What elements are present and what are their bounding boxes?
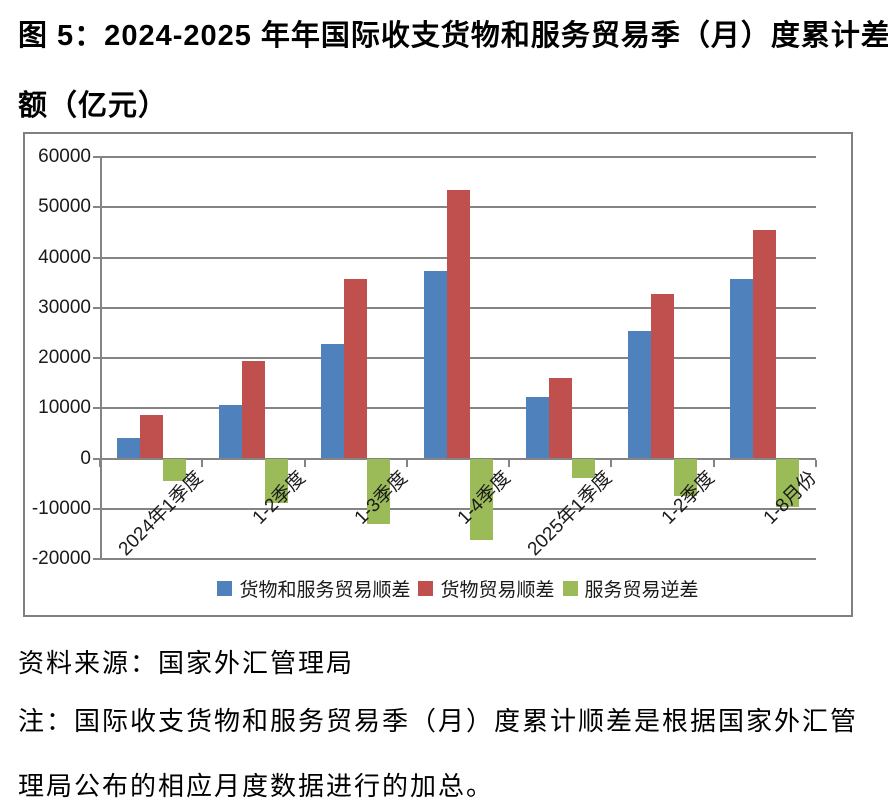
y-axis-label: 30000 bbox=[38, 296, 91, 318]
bar-goods-services-surplus bbox=[116, 437, 140, 459]
x-axis-tick bbox=[508, 459, 511, 467]
legend-item-goods-services-surplus: 货物和服务贸易顺差 bbox=[217, 575, 410, 602]
bar-services-deficit bbox=[367, 458, 391, 524]
legend-item-services-deficit: 服务贸易逆差 bbox=[562, 575, 699, 602]
x-axis-tick bbox=[610, 459, 613, 467]
x-axis-tick bbox=[712, 459, 715, 467]
y-axis-tick bbox=[93, 407, 100, 410]
x-axis-tick bbox=[815, 459, 817, 467]
note-text-line-1: 注：国际收支货物和服务贸易季（月）度累计顺差是根据国家外汇管 bbox=[18, 706, 859, 736]
y-axis-tick bbox=[93, 306, 100, 309]
figure-title-line-2: 额（亿元） bbox=[18, 90, 169, 122]
bar-goods-services-surplus bbox=[423, 270, 447, 459]
gridline bbox=[100, 507, 816, 510]
bar-goods-services-surplus bbox=[525, 397, 549, 459]
y-axis-tick bbox=[93, 558, 100, 560]
legend-label-goods-surplus: 货物贸易顺差 bbox=[440, 580, 555, 601]
y-axis-tick bbox=[93, 256, 100, 259]
y-axis-label: 0 bbox=[80, 447, 91, 469]
x-axis-tick bbox=[405, 459, 408, 467]
legend-swatch-goods-surplus bbox=[418, 581, 434, 596]
source-text: 资料来源：国家外汇管理局 bbox=[18, 648, 355, 678]
bar-goods-surplus bbox=[139, 414, 163, 459]
bar-goods-services-surplus bbox=[321, 344, 345, 459]
bar-services-deficit bbox=[264, 458, 288, 503]
bar-goods-surplus bbox=[753, 229, 777, 459]
y-axis-label: 20000 bbox=[38, 347, 91, 368]
y-axis-label: 50000 bbox=[38, 196, 91, 218]
bar-services-deficit bbox=[469, 458, 493, 540]
note-text-line-2: 理局公布的相应月度数据进行的加总。 bbox=[18, 771, 495, 801]
figure-title-line-1: 图 5：2024-2025 年年国际收支货物和服务贸易季（月）度累计差 bbox=[18, 20, 888, 52]
y-axis-line bbox=[100, 157, 102, 559]
y-axis-label: 60000 bbox=[38, 146, 91, 167]
bar-goods-services-surplus bbox=[628, 331, 652, 459]
y-axis-label: -20000 bbox=[31, 548, 91, 569]
gridline bbox=[100, 156, 816, 158]
bar-goods-surplus bbox=[241, 361, 265, 459]
legend-label-goods-services-surplus: 货物和服务贸易顺差 bbox=[239, 580, 411, 601]
y-axis-tick bbox=[93, 357, 100, 359]
y-axis-tick bbox=[93, 507, 100, 510]
y-axis-label: 40000 bbox=[38, 246, 91, 268]
x-axis-tick bbox=[303, 459, 306, 467]
bar-services-deficit bbox=[162, 458, 186, 482]
legend-label-services-deficit: 服务贸易逆差 bbox=[584, 580, 699, 601]
bar-goods-surplus bbox=[446, 189, 470, 459]
bar-goods-services-surplus bbox=[730, 278, 754, 459]
gridline bbox=[100, 457, 816, 460]
x-axis-label: 2025年1季度 bbox=[524, 467, 617, 560]
y-axis-label: 10000 bbox=[38, 397, 91, 419]
x-axis-tick bbox=[201, 459, 204, 467]
y-axis-tick bbox=[93, 156, 100, 158]
bar-services-deficit bbox=[776, 458, 800, 508]
bar-goods-surplus bbox=[344, 278, 368, 459]
y-axis-label: -10000 bbox=[31, 497, 91, 519]
gridline bbox=[100, 558, 816, 560]
x-axis-label: 2024年1季度 bbox=[115, 467, 208, 560]
legend-swatch-goods-services-surplus bbox=[217, 581, 233, 596]
bar-goods-surplus bbox=[651, 294, 675, 459]
chart-legend: 货物和服务贸易顺差 货物贸易顺差 服务贸易逆差 bbox=[100, 575, 816, 602]
bar-goods-surplus bbox=[548, 377, 572, 459]
y-axis-tick bbox=[93, 206, 100, 209]
bar-services-deficit bbox=[571, 458, 595, 478]
legend-item-goods-surplus: 货物贸易顺差 bbox=[418, 575, 555, 602]
bar-services-deficit bbox=[674, 458, 698, 496]
chart-frame: 2024年1季度 1-2季度 1-3季度 1-4季度 2025年1季度 1-2季度 1-8月… bbox=[23, 132, 853, 617]
plot-area: 2024年1季度 1-2季度 1-3季度 1-4季度 2025年1季度 1-2季度 1-8月… bbox=[99, 156, 821, 560]
bar-goods-services-surplus bbox=[218, 405, 242, 459]
legend-swatch-services-deficit bbox=[562, 581, 578, 596]
y-axis-tick bbox=[93, 457, 100, 460]
